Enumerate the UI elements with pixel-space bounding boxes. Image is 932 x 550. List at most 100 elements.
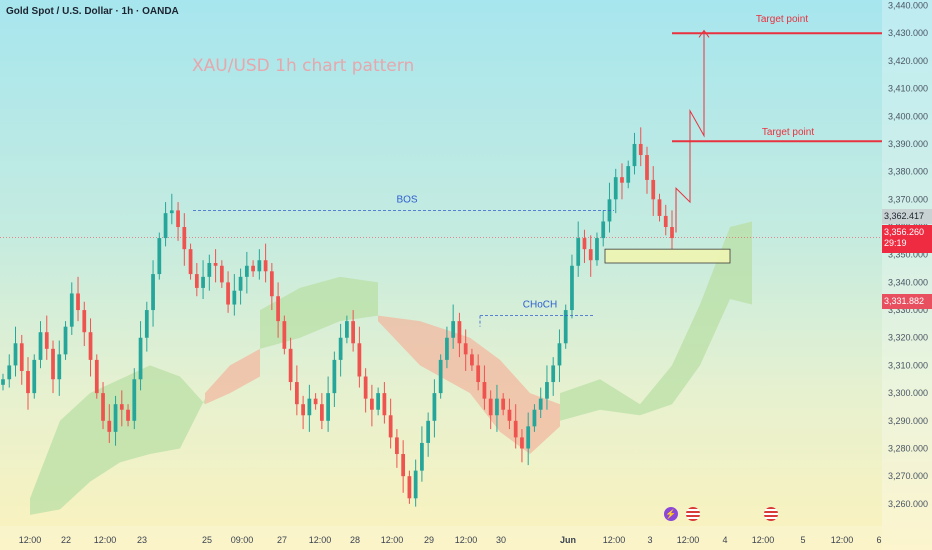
candle-body	[294, 382, 299, 405]
us-flag-icon[interactable]	[764, 507, 778, 521]
candle	[294, 365, 299, 416]
candle	[507, 398, 512, 430]
target-label-2: Target point	[756, 14, 808, 25]
candle	[401, 440, 406, 493]
price-tick-label: 3,290.000	[888, 416, 928, 426]
candle	[388, 398, 393, 449]
candle-body	[357, 343, 362, 377]
candle-body	[401, 454, 406, 477]
time-tick-label: 12:00	[309, 535, 332, 545]
candle-body	[94, 359, 99, 394]
candle	[138, 321, 143, 391]
candle-body	[319, 404, 324, 421]
candle-body	[545, 382, 549, 399]
candle	[1, 373, 5, 391]
candle-body	[338, 337, 343, 360]
candle	[413, 459, 418, 507]
candle	[582, 229, 587, 263]
cloud-red-segment	[378, 315, 560, 455]
candle	[345, 315, 349, 344]
candle-body	[163, 213, 168, 239]
candle-body	[332, 359, 337, 394]
time-tick-label: 12:00	[19, 535, 42, 545]
candle	[513, 404, 518, 449]
candle	[244, 251, 249, 294]
candle-body	[382, 393, 387, 416]
candle	[520, 429, 524, 463]
time-tick-label: 29	[424, 535, 434, 545]
candle	[7, 354, 12, 388]
cloud-red-segment	[205, 348, 260, 405]
candle-body	[288, 348, 293, 383]
candle	[545, 365, 549, 410]
candle-body	[657, 199, 662, 216]
time-tick-label: 3	[647, 535, 652, 545]
candle-body	[651, 179, 656, 200]
price-tick-label: 3,430.000	[888, 28, 928, 38]
candle	[226, 271, 230, 313]
demand-zone	[604, 248, 731, 264]
candle-body	[470, 354, 474, 366]
candle-body	[495, 398, 499, 416]
price-tick-label: 3,420.000	[888, 56, 928, 66]
candle-body	[219, 265, 224, 283]
candle	[119, 390, 124, 427]
candle-body	[313, 398, 318, 405]
candle-body	[26, 370, 30, 394]
price-tick-label: 3,340.000	[888, 277, 928, 287]
time-axis[interactable]: 12:00 22 12:00 23 25 09:00 27 12:00 28 12:00 29 12:…	[19, 535, 882, 545]
candle	[626, 160, 631, 189]
us-flag-icon[interactable]	[686, 507, 700, 521]
candle-body	[526, 426, 531, 449]
candle-body	[663, 215, 668, 228]
price-tick-label: 3,390.000	[888, 139, 928, 149]
candle	[557, 329, 562, 383]
candle	[94, 354, 99, 399]
candle	[538, 387, 543, 419]
candle	[38, 321, 43, 369]
candle-body	[157, 238, 162, 275]
candle-body	[632, 143, 637, 167]
candle-body	[144, 310, 149, 338]
candle	[420, 426, 424, 482]
candle-body	[151, 274, 155, 311]
candle-body	[51, 348, 55, 380]
candle	[482, 365, 487, 410]
candle-body	[276, 296, 280, 322]
candle	[44, 315, 49, 360]
price-tick-label: 3,410.000	[888, 84, 928, 94]
candle	[32, 354, 37, 399]
candle-body	[213, 263, 218, 266]
time-tick-label: 12:00	[831, 535, 854, 545]
time-tick-label: 12:00	[603, 535, 626, 545]
candle-body	[488, 398, 493, 416]
last-close-tag: 3,362.417	[882, 209, 932, 224]
candle	[663, 204, 668, 236]
candle	[257, 249, 262, 280]
candle-body	[113, 404, 118, 432]
candle	[182, 213, 187, 266]
candle-body	[19, 343, 24, 371]
candle-body	[482, 382, 487, 399]
candle	[370, 384, 374, 427]
candle	[470, 348, 474, 371]
candle	[613, 168, 618, 214]
candle-body	[601, 221, 606, 239]
lightning-icon[interactable]: ⚡	[664, 507, 678, 521]
candle	[588, 235, 593, 277]
candle-body	[551, 365, 556, 383]
candle	[432, 379, 437, 438]
current-price-tag: 3,356.260 29:19	[882, 225, 932, 253]
time-tick-label: 28	[350, 535, 360, 545]
candle	[194, 263, 199, 297]
candle-body	[44, 332, 49, 349]
candle	[463, 329, 468, 371]
candle	[82, 301, 87, 347]
candle-body	[76, 293, 80, 311]
candle	[488, 390, 493, 430]
candle-body	[107, 420, 112, 432]
time-tick-label: 25	[202, 535, 212, 545]
candle-body	[538, 398, 543, 410]
